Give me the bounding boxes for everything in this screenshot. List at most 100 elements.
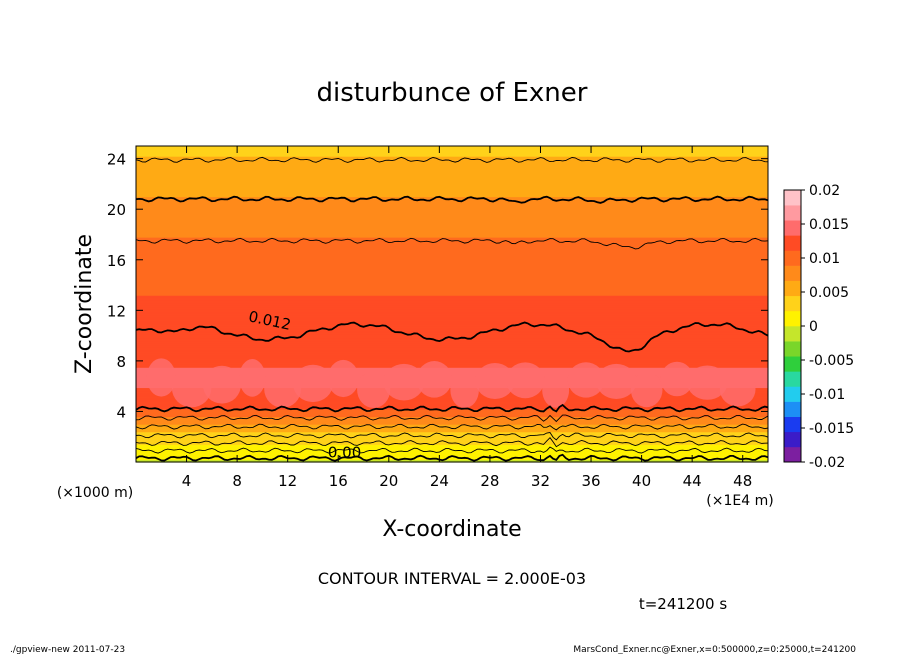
heatmap-band xyxy=(136,279,768,282)
heatmap-band xyxy=(136,360,768,363)
heatmap-band xyxy=(136,162,768,165)
heatmap-band xyxy=(136,248,768,251)
heatmap-band xyxy=(136,432,768,435)
heatmap-band xyxy=(136,321,768,324)
heatmap-band xyxy=(136,412,768,415)
heatmap-band xyxy=(136,281,768,284)
time-label: t=241200 s xyxy=(639,595,727,613)
max-region-cell xyxy=(357,371,391,409)
colorbar-cell xyxy=(784,416,801,433)
heatmap-band xyxy=(136,264,768,267)
heatmap-band xyxy=(136,158,768,161)
heatmap-band xyxy=(136,285,768,287)
colorbar-cell xyxy=(784,356,801,372)
heatmap-band xyxy=(136,297,768,300)
heatmap-band xyxy=(136,443,768,445)
heatmap-band xyxy=(136,191,768,194)
heatmap-band xyxy=(136,369,768,372)
contour-line xyxy=(135,156,769,163)
heatmap-band xyxy=(136,235,768,238)
heatmap-band xyxy=(136,199,768,201)
heatmap-band xyxy=(136,240,768,243)
heatmap-band xyxy=(136,185,768,188)
heatmap-band xyxy=(136,348,768,351)
max-region-cell xyxy=(202,365,241,404)
heatmap-band xyxy=(136,221,768,224)
heatmap-band xyxy=(136,400,768,402)
heatmap-band xyxy=(136,429,768,431)
heatmap-band xyxy=(136,206,768,209)
x-tick-label: 12 xyxy=(278,472,297,490)
heatmap-band xyxy=(136,309,768,311)
heatmap-band xyxy=(136,320,768,323)
heatmap-band xyxy=(136,291,768,294)
colorbar: 0.02 0.015 0.01 0.005 0 -0.005 -0.01 -0.015 -0.0… xyxy=(783,183,854,471)
contour-line xyxy=(135,321,769,353)
heatmap-band xyxy=(136,168,768,171)
contour-line xyxy=(135,437,769,448)
heatmap-band xyxy=(136,333,768,335)
heatmap-band xyxy=(136,293,768,296)
heatmap-band xyxy=(136,402,768,405)
heatmap-band xyxy=(136,446,768,449)
heatmap-band xyxy=(136,219,768,222)
heatmap-band xyxy=(136,278,768,281)
heatmap-band xyxy=(136,288,768,291)
heatmap-band xyxy=(136,257,768,260)
heatmap-band xyxy=(136,352,768,354)
heatmap-band xyxy=(136,302,768,305)
heatmap-band xyxy=(136,209,768,212)
heatmap-band xyxy=(136,225,768,228)
heatmap-band xyxy=(136,346,768,349)
heatmap-band xyxy=(136,167,768,170)
max-region-cell xyxy=(630,372,663,408)
x-tick-label: 44 xyxy=(683,472,702,490)
heatmap-band xyxy=(136,370,768,373)
colorbar-cell xyxy=(784,371,801,387)
contour-label: 0.00 xyxy=(328,444,361,462)
heatmap-band xyxy=(136,373,768,376)
max-region-cell xyxy=(475,362,515,400)
heatmap-band xyxy=(136,306,768,309)
heatmap-band xyxy=(136,365,768,368)
x-axis-label: X-coordinate xyxy=(382,517,521,542)
heatmap-band xyxy=(136,359,768,362)
colorbar-tick-label: -0.02 xyxy=(809,455,845,471)
colorbar-cell xyxy=(784,386,801,402)
max-region-cell xyxy=(292,364,333,403)
heatmap-band xyxy=(136,151,768,153)
colorbar-cell xyxy=(784,190,801,206)
heatmap-band xyxy=(136,250,768,253)
max-region-cell xyxy=(146,358,176,397)
y-tick-label: 4 xyxy=(116,403,126,421)
colorbar-cell xyxy=(784,326,801,342)
heatmap-band xyxy=(136,153,768,156)
x-axis: 4 8 12 16 20 24 28 32 36 40 44 48 xyxy=(182,146,752,490)
heatmap-band xyxy=(136,196,768,199)
colorbar-cell xyxy=(784,220,801,236)
heatmap-band xyxy=(136,211,768,214)
heatmap-band xyxy=(136,277,768,280)
heatmap-band xyxy=(136,156,768,158)
heatmap-band xyxy=(136,182,768,185)
colorbar-cell xyxy=(784,205,801,221)
max-region-cell xyxy=(596,363,637,399)
heatmap-band xyxy=(136,422,768,425)
heatmap-band xyxy=(136,420,768,423)
heatmap-band xyxy=(136,205,768,208)
contour-line xyxy=(135,453,769,462)
heatmap-band xyxy=(136,341,768,344)
footer-left: ./gpview-new 2011-07-23 xyxy=(10,645,125,654)
heatmap-band xyxy=(136,335,768,338)
max-region-cell xyxy=(327,359,359,398)
max-region-cell xyxy=(171,369,212,408)
heatmap-band xyxy=(136,237,768,239)
colorbar-tick-label: 0.015 xyxy=(809,217,849,233)
heatmap-band xyxy=(136,231,768,234)
heatmap-band xyxy=(136,453,768,456)
heatmap-band xyxy=(136,459,768,462)
heatmap-band xyxy=(136,253,768,256)
heatmap-band xyxy=(136,450,768,453)
colorbar-cell xyxy=(784,235,801,251)
